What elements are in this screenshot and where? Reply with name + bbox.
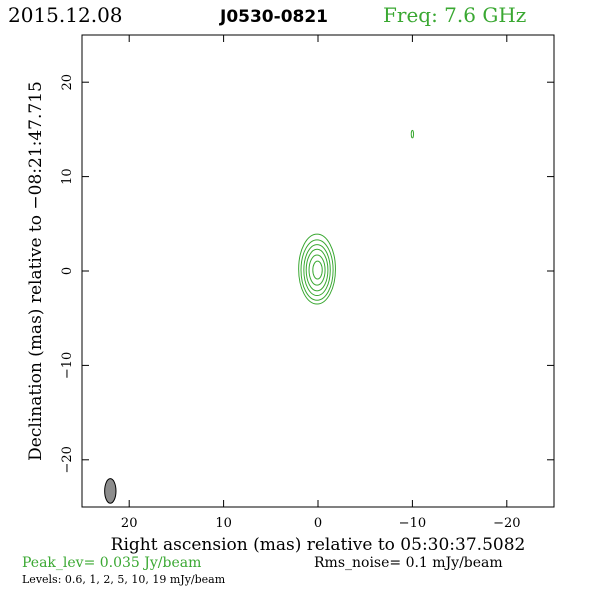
contour-level xyxy=(303,244,331,297)
contour-level xyxy=(298,233,336,305)
contour-level xyxy=(312,260,323,280)
y-tick-label: −10 xyxy=(60,352,75,379)
contour-level xyxy=(305,248,329,292)
x-axis-title: Right ascension (mas) relative to 05:30:… xyxy=(111,535,526,555)
beam-ellipse xyxy=(104,478,117,504)
y-tick-label: 0 xyxy=(60,267,75,275)
contour-map xyxy=(298,129,415,305)
contour-level xyxy=(308,254,326,286)
y-axis-title: Declination (mas) relative to −08:21:47.… xyxy=(26,81,46,461)
y-tick-label: 20 xyxy=(60,74,75,91)
observation-date: 2015.12.08 xyxy=(8,3,123,27)
x-tick-label: 10 xyxy=(215,516,232,531)
axis-ticks xyxy=(82,35,554,507)
frequency-label: Freq: 7.6 GHz xyxy=(383,3,526,27)
x-tick-label: −20 xyxy=(493,516,520,531)
tick-labels: 20 10 0 −10 −20 20 10 0 −10 −20 xyxy=(60,74,521,531)
x-tick-label: −10 xyxy=(399,516,426,531)
x-tick-label: 0 xyxy=(314,516,322,531)
x-tick-label: 20 xyxy=(121,516,138,531)
rms-noise: Rms_noise= 0.1 mJy/beam xyxy=(314,555,503,571)
beam-ellipse-group xyxy=(104,478,117,504)
contour-levels: Levels: 0.6, 1, 2, 5, 10, 19 mJy/beam xyxy=(22,573,226,586)
y-tick-label: −20 xyxy=(60,446,75,473)
contour-level xyxy=(300,239,334,301)
secondary-component-contour xyxy=(410,129,415,139)
source-name: J0530-0821 xyxy=(219,7,328,27)
plot-frame xyxy=(81,34,555,508)
y-tick-label: 10 xyxy=(60,168,75,185)
peak-level: Peak_lev= 0.035 Jy/beam xyxy=(22,555,201,571)
